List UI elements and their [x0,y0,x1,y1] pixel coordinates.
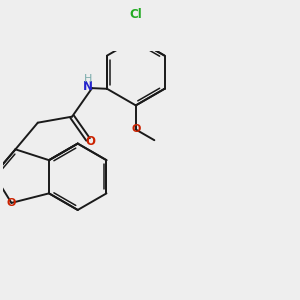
Text: O: O [85,135,95,148]
Text: N: N [83,80,93,93]
Text: H: H [84,74,92,84]
Text: O: O [131,124,140,134]
Text: O: O [7,198,16,208]
Text: Cl: Cl [129,8,142,21]
